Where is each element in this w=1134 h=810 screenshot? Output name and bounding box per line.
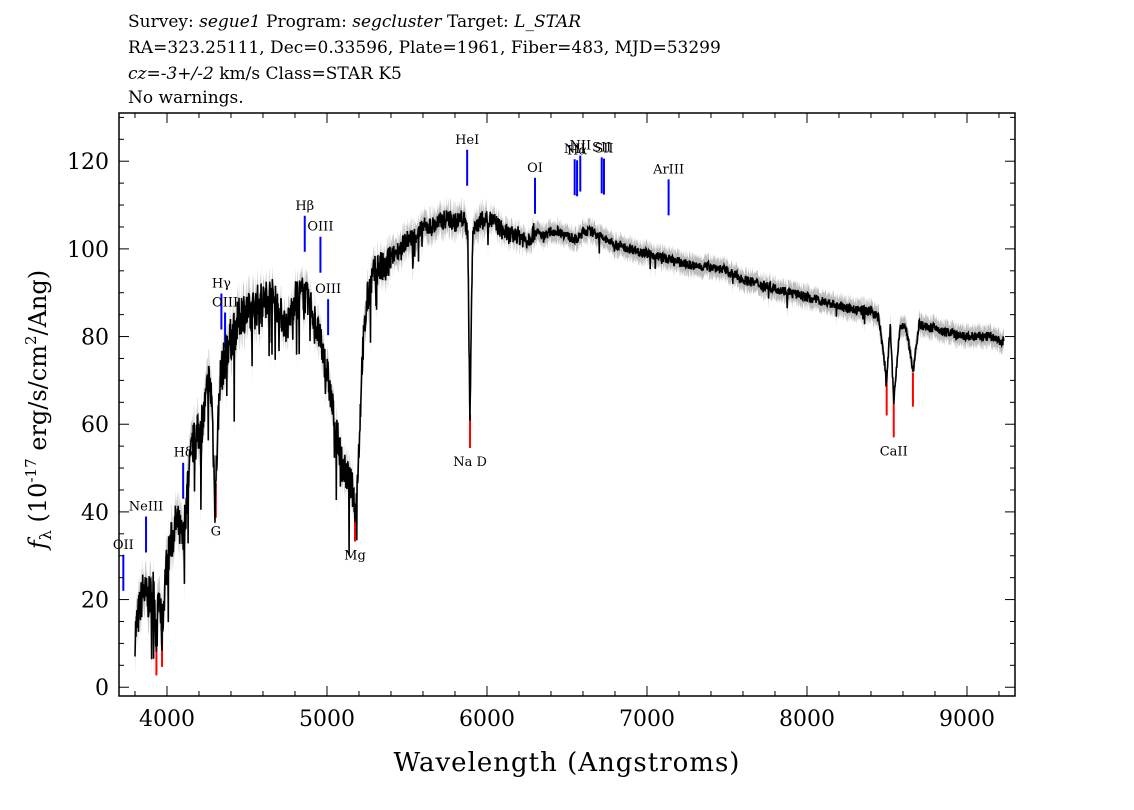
- flux-error-band: [135, 197, 1004, 677]
- x-tick-label: 4000: [139, 707, 195, 732]
- emission-line-label: ArIII: [652, 162, 684, 177]
- emission-line-label: SII: [592, 140, 611, 155]
- emission-line-label: Hγ: [212, 277, 231, 292]
- target-label: Target:: [441, 12, 515, 32]
- y-axis-label: fλ (10-17 erg/s/cm2/Ang): [22, 270, 55, 551]
- emission-line-label: OIII: [212, 295, 238, 310]
- emission-line-label: OII: [113, 538, 134, 553]
- redshift-value: cz=-3+/-2: [128, 64, 214, 84]
- x-tick-label: 6000: [459, 707, 515, 732]
- emission-line-label: HeI: [455, 133, 479, 148]
- y-tick-label: 0: [95, 676, 109, 701]
- emission-line-label: OIII: [315, 282, 341, 297]
- emission-line-label: SII: [594, 142, 613, 157]
- header-line-3: cz=-3+/-2 km/s Class=STAR K5: [128, 64, 402, 84]
- emission-line-label: NII: [569, 139, 591, 154]
- emission-line-label: Hα: [567, 143, 587, 158]
- survey-label: Survey:: [128, 12, 200, 32]
- header-line-4: No warnings.: [128, 88, 244, 108]
- flux-layer: [134, 210, 1005, 660]
- survey-value: segue1: [199, 12, 261, 32]
- x-axis-label: Wavelength (Angstroms): [394, 748, 741, 778]
- header-line-2: RA=323.25111, Dec=0.33596, Plate=1961, F…: [128, 38, 721, 58]
- header-line-1: Survey: segue1 Program: segcluster Targe…: [128, 12, 581, 32]
- absorption-line-label: CaII: [880, 444, 908, 459]
- x-tick-label: 8000: [779, 707, 835, 732]
- error-band-layer: [135, 197, 1004, 677]
- flux-line: [134, 210, 1005, 660]
- axes: [118, 112, 1016, 697]
- class-value: km/s Class=STAR K5: [213, 64, 402, 84]
- plot-frame: [118, 112, 1016, 697]
- emission-line-label: Hδ: [174, 446, 193, 461]
- y-tick-label: 60: [81, 413, 109, 438]
- y-tick-label: 80: [81, 326, 109, 351]
- y-tick-label: 20: [81, 589, 109, 614]
- emission-line-label: OI: [527, 161, 543, 176]
- y-tick-label: 100: [67, 238, 109, 263]
- absorption-line-label: Na D: [453, 455, 487, 470]
- emission-line-label: NeIII: [129, 500, 163, 515]
- x-tick-label: 7000: [619, 707, 675, 732]
- x-tick-label: 9000: [939, 707, 995, 732]
- y-tick-label: 120: [67, 150, 109, 175]
- target-value: L_STAR: [514, 12, 582, 32]
- absorption-line-label: Mg: [344, 548, 366, 563]
- x-tick-label: 5000: [299, 707, 355, 732]
- y-tick-label: 40: [81, 501, 109, 526]
- absorption-line-label: G: [211, 525, 221, 540]
- emission-line-label: Hβ: [295, 199, 314, 214]
- emission-line-label: OIII: [307, 220, 333, 235]
- program-value: segcluster: [352, 12, 442, 32]
- axis-labels: 4000 5000 6000 7000 8000 9000 0 20 40 60 80 100 120 W…: [22, 150, 995, 778]
- emission-line-label: NII: [564, 142, 586, 157]
- program-label: Program:: [260, 12, 353, 32]
